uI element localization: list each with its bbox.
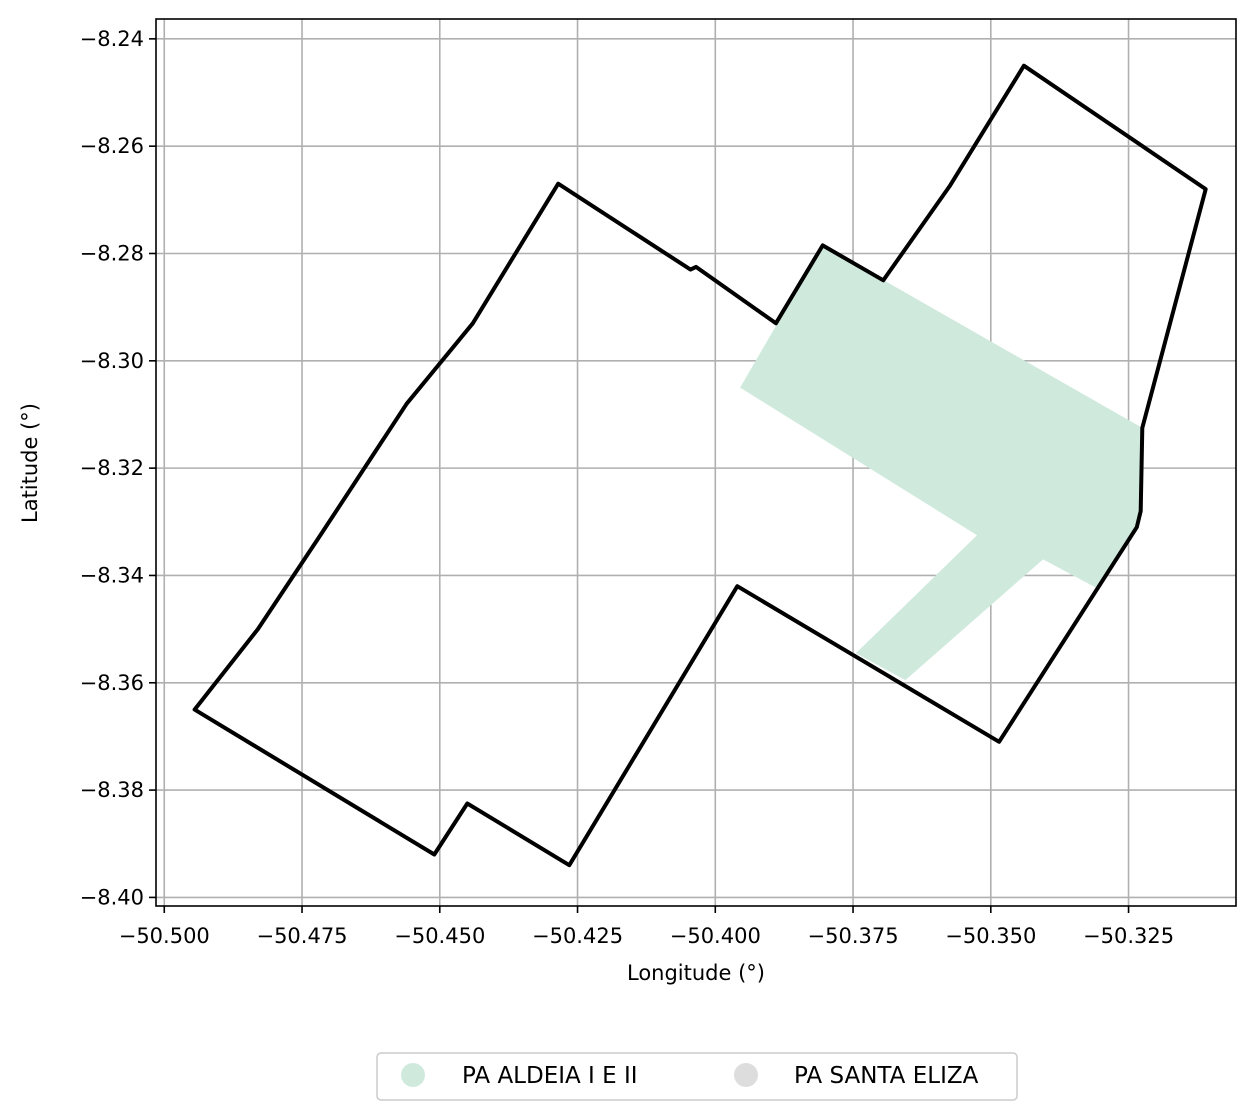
y-tick-label: −8.26 xyxy=(80,134,144,158)
y-tick-label: −8.32 xyxy=(80,456,144,480)
y-axis-label: Latitude (°) xyxy=(18,403,42,523)
x-axis-label: Longitude (°) xyxy=(627,961,765,985)
x-tick-label: −50.325 xyxy=(1083,924,1174,948)
axis-ticks: −50.500 −50.475 −50.450 −50.425 −50.400 −50.3… xyxy=(80,27,1174,948)
legend: PA ALDEIA I E II PA SANTA ELIZA xyxy=(376,1052,1018,1101)
legend-marker-pa-santa-eliza xyxy=(734,1063,758,1087)
y-tick-label: −8.36 xyxy=(80,671,144,695)
x-tick-label: −50.475 xyxy=(256,924,347,948)
y-tick-label: −8.30 xyxy=(80,349,144,373)
legend-label-pa-santa-eliza: PA SANTA ELIZA xyxy=(794,1063,979,1089)
y-tick-label: −8.28 xyxy=(80,241,144,265)
y-tick-label: −8.34 xyxy=(80,563,144,587)
y-tick-label: −8.38 xyxy=(80,778,144,802)
y-tick-label: −8.40 xyxy=(80,885,144,909)
x-tick-label: −50.450 xyxy=(394,924,485,948)
x-tick-label: −50.350 xyxy=(945,924,1036,948)
boundary-layer xyxy=(192,63,1208,868)
study-area-boundary xyxy=(192,63,1208,868)
map-area-pa-aldeia-i-e-ii xyxy=(740,245,1143,681)
x-tick-label: −50.400 xyxy=(670,924,761,948)
x-tick-label: −50.375 xyxy=(808,924,899,948)
plot-frame xyxy=(155,18,1237,907)
legend-label-pa-aldeia: PA ALDEIA I E II xyxy=(462,1063,638,1089)
y-tick-label: −8.24 xyxy=(80,27,144,51)
legend-marker-pa-aldeia xyxy=(401,1063,425,1087)
legend-box xyxy=(376,1052,1018,1101)
x-tick-label: −50.425 xyxy=(532,924,623,948)
x-tick-label: −50.500 xyxy=(119,924,210,948)
map-layers xyxy=(740,245,1143,681)
